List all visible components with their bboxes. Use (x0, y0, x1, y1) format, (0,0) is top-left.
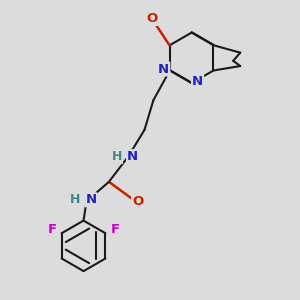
Text: N: N (158, 62, 169, 76)
Text: N: N (192, 75, 203, 88)
Text: O: O (132, 195, 143, 208)
Text: F: F (48, 223, 57, 236)
Text: N: N (85, 193, 97, 206)
Text: N: N (127, 150, 138, 163)
Text: H: H (112, 150, 122, 163)
Text: O: O (146, 12, 158, 25)
Text: F: F (110, 223, 119, 236)
Text: H: H (70, 193, 80, 206)
